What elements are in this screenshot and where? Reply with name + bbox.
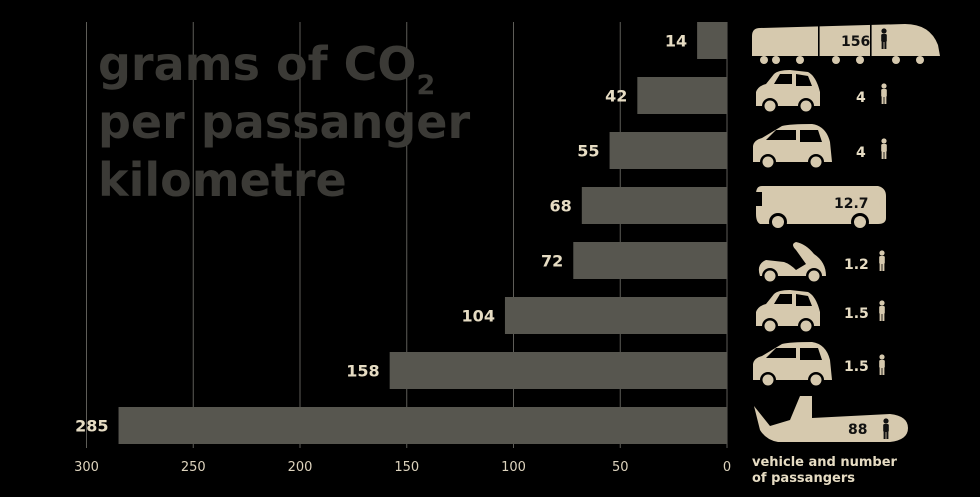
bar-value-label: 55 xyxy=(577,142,599,161)
footnote-line-1: vehicle and number xyxy=(752,455,898,470)
person-icon xyxy=(879,300,885,321)
passenger-count-4: 1.2 xyxy=(844,257,869,273)
person-icon xyxy=(879,354,885,375)
title-line-3: kilometre xyxy=(98,153,347,207)
footnote-line-2: of passangers xyxy=(752,471,855,486)
passenger-count-1: 4 xyxy=(856,90,866,106)
value-labels: 14 42 55 68 72 104 158 285 xyxy=(75,32,687,436)
bars xyxy=(118,22,727,444)
bar-value-label: 104 xyxy=(462,307,495,326)
bar-value-label: 42 xyxy=(605,87,627,106)
passenger-count-2: 4 xyxy=(856,145,866,161)
x-tick-label: 300 xyxy=(74,460,99,475)
bar-value-label: 14 xyxy=(665,32,687,51)
minivan-icon xyxy=(753,124,832,170)
person-icon xyxy=(879,250,885,271)
bar xyxy=(697,22,727,59)
bus-icon xyxy=(756,186,886,231)
x-tick-label: 100 xyxy=(501,460,526,475)
passenger-count-7: 88 xyxy=(848,422,867,438)
bar-value-label: 158 xyxy=(346,362,379,381)
x-axis-ticks: 300 250 200 150 100 50 0 xyxy=(74,460,731,475)
passenger-count-3: 12.7 xyxy=(834,196,869,212)
airplane-icon xyxy=(754,396,908,442)
passenger-count-5: 1.5 xyxy=(844,306,869,322)
minivan-icon xyxy=(753,342,832,388)
bar xyxy=(504,297,727,334)
passenger-count-6: 1.5 xyxy=(844,359,869,375)
x-tick-label: 200 xyxy=(288,460,313,475)
person-icon xyxy=(881,83,887,104)
chart-title: grams of CO2 per passanger kilometre xyxy=(98,37,470,207)
train-icon xyxy=(752,24,940,64)
x-tick-label: 0 xyxy=(723,460,731,475)
bar-value-label: 68 xyxy=(550,197,572,216)
passenger-count-0: 156 xyxy=(841,34,870,50)
person-icon xyxy=(881,138,887,159)
x-tick-label: 250 xyxy=(181,460,206,475)
bar xyxy=(581,187,727,224)
title-line-2: per passanger xyxy=(98,95,470,149)
x-tick-label: 50 xyxy=(612,460,629,475)
footnote: vehicle and number of passangers xyxy=(752,455,898,486)
bar xyxy=(389,352,727,389)
bar xyxy=(573,242,727,279)
bar xyxy=(118,407,727,444)
bar xyxy=(637,77,727,114)
small-car-icon xyxy=(756,290,820,334)
bar-value-label: 72 xyxy=(541,252,563,271)
scooter-icon xyxy=(758,242,826,284)
title-line-1: grams of CO2 xyxy=(98,37,435,101)
small-car-icon xyxy=(756,70,820,114)
bar xyxy=(609,132,727,169)
vehicles: 156 4 4 12.7 xyxy=(752,24,940,442)
x-tick-label: 150 xyxy=(394,460,419,475)
bar-value-label: 285 xyxy=(75,417,108,436)
